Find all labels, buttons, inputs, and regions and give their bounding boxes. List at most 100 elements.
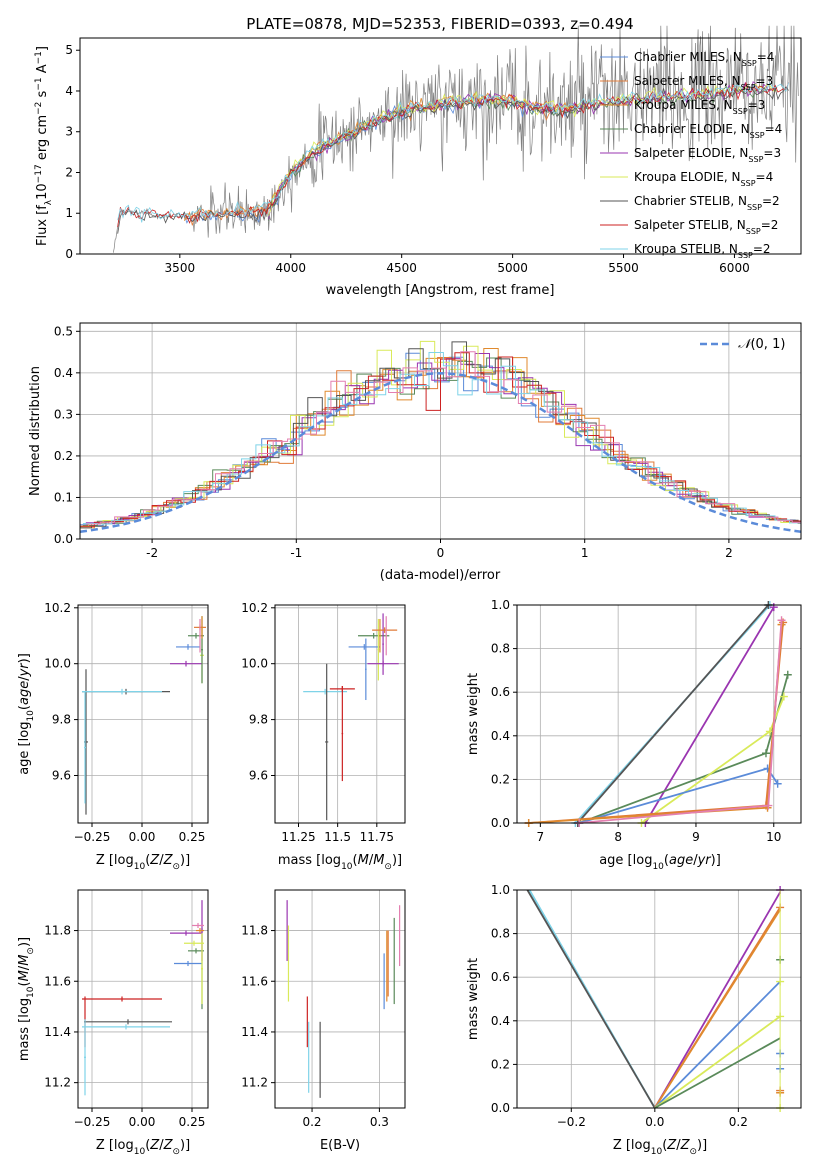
z-age-point <box>201 616 203 639</box>
x-tick-label: 7 <box>537 830 545 844</box>
mass-age-point <box>382 613 384 675</box>
z-mass-panel: −0.25 0.00 0.25 11.2 11.4 11.6 11.8 Z [log10(Z… <box>17 889 209 1157</box>
mass-age-point <box>365 638 367 701</box>
x-tick-label: 0 <box>437 546 445 560</box>
x-tick-label: 2 <box>725 546 733 560</box>
z-weight-xlabel: Z [log10(Z/Z⊙)] <box>613 1138 707 1157</box>
residual-histogram-chabrier-stelib <box>80 341 801 529</box>
y-tick-label: 10.2 <box>44 601 71 615</box>
z-age-panel: −0.25 0.00 0.25 9.6 9.8 10.0 10.2 Z [log10(Z/Z… <box>17 601 209 872</box>
residual-histogram-extra-pink <box>85 351 801 525</box>
z-mass-point <box>184 940 204 946</box>
y-tick-label: 11.2 <box>241 1076 268 1090</box>
age-weight-line-chabrier-stelib <box>577 604 769 824</box>
x-tick-label: 11.75 <box>360 830 394 844</box>
age-weight-xlabel: age [log10(age/yr)] <box>599 853 721 872</box>
x-tick-label: 0.3 <box>370 1115 389 1129</box>
residual-panel: -2 -1 0 1 2 0.0 0.1 0.2 0.3 0.4 0.5 𝒩(0, 1) (data-… <box>28 322 802 583</box>
age-weight-panel: 7 8 9 10 0.0 0.2 0.4 0.6 0.8 1.0 age [log10(age/y… <box>466 598 802 872</box>
age-weight-marker <box>773 779 782 788</box>
y-tick-label: 0.0 <box>54 532 73 546</box>
z-age-point <box>170 660 202 667</box>
x-tick-label: 11.25 <box>281 830 315 844</box>
age-weight-marker <box>761 749 770 758</box>
z-mass-point <box>82 996 162 1002</box>
z-weight-line-kroupa-elodie <box>654 1015 781 1109</box>
legend-label: Chabrier ELODIE, NSSP=4 <box>634 122 782 140</box>
z-weight-line-chabrier-stelib <box>526 889 656 1109</box>
y-tick-label: 0.2 <box>54 449 73 463</box>
y-tick-label: 9.6 <box>52 768 71 782</box>
residual-xlabel: (data-model)/error <box>380 568 501 583</box>
y-tick-label: 11.8 <box>241 924 268 938</box>
z-mass-point <box>82 1024 170 1030</box>
z-age-point <box>84 691 86 804</box>
x-tick-label: 6000 <box>719 261 750 275</box>
x-tick-label: 11.5 <box>324 830 351 844</box>
x-tick-label: −0.2 <box>557 1115 586 1129</box>
figure-title: PLATE=0878, MJD=52353, FIBERID=0393, z=0… <box>246 15 633 33</box>
y-tick-label: 9.8 <box>52 713 71 727</box>
mass-age-point <box>348 644 380 650</box>
x-tick-label: 5000 <box>497 261 528 275</box>
z-weight-panel: −0.2 0.0 0.2 0.0 0.2 0.4 0.6 0.8 1.0 Z [log10(Z/… <box>466 883 802 1157</box>
normal-curve <box>79 372 802 533</box>
y-tick-label: 0.4 <box>491 729 510 743</box>
y-tick-label: 0.4 <box>491 1014 510 1028</box>
age-weight-marker <box>777 616 786 625</box>
y-tick-label: 11.2 <box>44 1076 71 1090</box>
age-weight-ylabel: mass weight <box>466 673 481 755</box>
z-mass-xlabel: Z [log10(Z/Z⊙)] <box>96 1138 190 1157</box>
ebv-mass-panel: 0.2 0.3 11.2 11.4 11.6 11.8 E(B-V) <box>241 889 406 1153</box>
z-mass-point <box>174 960 202 967</box>
y-tick-label: 4 <box>65 84 73 98</box>
y-tick-label: 0.0 <box>491 1101 510 1115</box>
y-tick-label: 0.4 <box>54 366 73 380</box>
y-tick-label: 9.6 <box>249 768 268 782</box>
legend-label: Salpeter MILES, NSSP=3 <box>634 74 773 92</box>
y-tick-label: 10.0 <box>44 657 71 671</box>
y-tick-label: 0.3 <box>54 407 73 421</box>
z-mass-point <box>201 933 203 1005</box>
y-tick-label: 1.0 <box>491 598 510 612</box>
y-tick-label: 1 <box>65 206 73 220</box>
x-tick-label: 9 <box>692 830 700 844</box>
y-tick-label: 11.4 <box>241 1025 268 1039</box>
z-age-point <box>199 618 201 653</box>
mass-age-panel: 11.25 11.5 11.75 9.6 9.8 10.0 10.2 mass [log10… <box>241 601 406 872</box>
y-tick-label: 11.8 <box>44 924 71 938</box>
y-tick-label: 2 <box>65 165 73 179</box>
y-tick-label: 0.2 <box>491 1057 510 1071</box>
normal-legend-label: 𝒩(0, 1) <box>738 337 785 352</box>
y-tick-label: 5 <box>65 43 73 57</box>
x-tick-label: −0.25 <box>74 1115 111 1129</box>
y-tick-label: 3 <box>65 125 73 139</box>
z-weight-line-salpeter-elodie <box>654 891 781 1109</box>
y-tick-label: 11.6 <box>241 974 268 988</box>
y-tick-label: 9.8 <box>249 713 268 727</box>
legend-label: Chabrier STELIB, NSSP=2 <box>634 194 780 212</box>
age-weight-marker <box>779 692 788 701</box>
x-tick-label: 1 <box>581 546 589 560</box>
x-tick-label: 5500 <box>608 261 639 275</box>
age-weight-marker <box>783 670 792 679</box>
y-tick-label: 0.6 <box>491 685 510 699</box>
observed-spectrum <box>112 25 799 253</box>
z-weight-ylabel: mass weight <box>466 958 481 1040</box>
z-age-point <box>82 688 162 695</box>
x-tick-label: −0.25 <box>74 830 111 844</box>
x-tick-label: 0.00 <box>129 1115 156 1129</box>
spectrum-xlabel: wavelength [Angstrom, rest frame] <box>326 283 555 298</box>
spectrum-panel: Chabrier MILES, NSSP=4 Salpeter MILES, NS… <box>34 25 802 298</box>
x-tick-label: 0.0 <box>645 1115 664 1129</box>
y-tick-label: 0 <box>65 247 73 261</box>
y-tick-label: 0.0 <box>491 816 510 830</box>
legend-label: Kroupa MILES, NSSP=3 <box>634 98 765 116</box>
y-tick-label: 10.0 <box>241 657 268 671</box>
mass-age-point <box>341 686 344 782</box>
z-age-point <box>176 644 200 650</box>
spectrum-legend: Chabrier MILES, NSSP=4 Salpeter MILES, NS… <box>600 50 782 260</box>
ebv-mass-xlabel: E(B-V) <box>320 1138 360 1153</box>
model-spectrum-kroupa-stelib <box>117 81 789 223</box>
y-tick-label: 0.8 <box>491 642 510 656</box>
